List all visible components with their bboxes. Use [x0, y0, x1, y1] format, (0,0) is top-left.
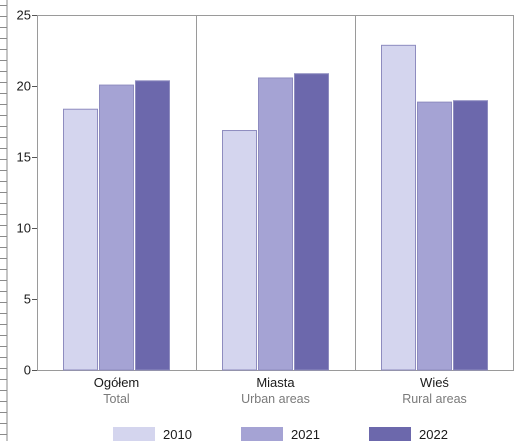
bar-2010-2 — [381, 44, 416, 371]
category-label: Miasta — [256, 375, 295, 390]
category-label: Ogółem — [94, 375, 140, 390]
legend-swatch-2010 — [113, 427, 155, 441]
y-tick-label: 5 — [24, 292, 31, 307]
bars — [63, 44, 488, 371]
bar-2022-1 — [294, 73, 329, 371]
bar-2021-2 — [417, 101, 452, 371]
category-sublabel: Total — [103, 392, 129, 406]
plot-area — [37, 15, 514, 371]
legend-label-2010: 2010 — [163, 427, 192, 441]
bar-2021-1 — [258, 77, 293, 371]
category-sublabel: Urban areas — [241, 392, 310, 406]
bar-2010-1 — [222, 130, 257, 371]
bar-2021-0 — [99, 84, 134, 371]
left-ruler — [0, 0, 8, 441]
legend-swatch-2021 — [241, 427, 283, 441]
y-tick-label: 15 — [17, 150, 31, 165]
legend: 2010 2021 2022 — [113, 427, 448, 441]
y-tick-label: 10 — [17, 221, 31, 236]
bar-2022-0 — [135, 80, 170, 371]
y-tick-label: 0 — [24, 363, 31, 378]
y-tick-label: 20 — [17, 79, 31, 94]
legend-label-2022: 2022 — [419, 427, 448, 441]
legend-swatch-2022 — [369, 427, 411, 441]
y-tick-label: 25 — [17, 8, 31, 23]
bar-2010-0 — [63, 108, 98, 371]
bar-2022-2 — [453, 100, 488, 371]
category-label: Wieś — [420, 375, 449, 390]
category-sublabel: Rural areas — [402, 392, 467, 406]
x-axis: Ogółem Total Miasta Urban areas Wieś Rural ar… — [94, 375, 467, 406]
legend-label-2021: 2021 — [291, 427, 320, 441]
y-axis: 0 5 10 15 20 25 — [17, 8, 37, 378]
plot-border — [37, 15, 514, 371]
